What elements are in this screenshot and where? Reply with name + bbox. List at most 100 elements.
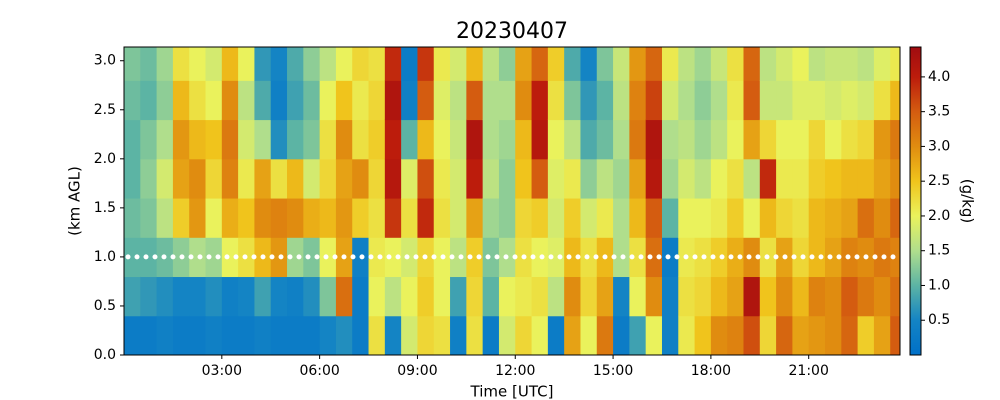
heatmap-cell bbox=[270, 315, 288, 356]
heatmap-cell bbox=[710, 276, 728, 317]
heatmap-cell bbox=[743, 119, 761, 160]
heatmap-cell bbox=[287, 315, 304, 356]
heatmap-cell bbox=[580, 198, 598, 238]
heatmap-cell bbox=[270, 158, 288, 199]
heatmap-cell bbox=[792, 198, 810, 238]
heatmap-cell bbox=[515, 119, 533, 160]
heatmap-cell bbox=[629, 315, 647, 356]
heatmap-cell bbox=[221, 158, 239, 199]
heatmap-cell bbox=[890, 198, 901, 238]
heatmap-cell bbox=[727, 119, 744, 160]
heatmap-cell bbox=[645, 276, 663, 317]
heatmap-cell bbox=[384, 237, 402, 278]
heatmap-cell bbox=[776, 80, 793, 121]
heatmap-cell bbox=[254, 315, 272, 356]
heatmap-cell bbox=[450, 158, 467, 199]
heatmap-cell bbox=[319, 158, 337, 199]
heatmap-cells bbox=[124, 47, 901, 356]
heatmap-cell bbox=[531, 80, 549, 121]
heatmap-cell bbox=[857, 198, 875, 238]
heatmap-cell bbox=[792, 276, 810, 317]
heatmap-cell bbox=[613, 80, 630, 121]
heatmap-cell bbox=[596, 119, 614, 160]
heatmap-cell bbox=[172, 198, 190, 238]
heatmap-cell bbox=[433, 47, 451, 81]
heatmap-cell bbox=[303, 80, 321, 121]
heatmap-cell bbox=[482, 80, 500, 121]
heatmap-cell bbox=[743, 198, 761, 238]
heatmap-cell bbox=[450, 315, 467, 356]
heatmap-cell bbox=[433, 119, 451, 160]
heatmap-cell bbox=[140, 80, 158, 121]
heatmap-cell bbox=[156, 315, 174, 356]
heatmap-cell bbox=[319, 315, 337, 356]
heatmap-cell bbox=[482, 158, 500, 199]
heatmap-cell bbox=[857, 276, 875, 317]
heatmap-cell bbox=[287, 276, 304, 317]
heatmap-cell bbox=[596, 198, 614, 238]
heatmap-cell bbox=[205, 47, 223, 81]
heatmap-cell bbox=[841, 158, 859, 199]
heatmap-cell bbox=[645, 315, 663, 356]
heatmap-cell bbox=[776, 315, 793, 356]
heatmap-cell bbox=[710, 315, 728, 356]
heatmap-cell bbox=[841, 47, 859, 81]
heatmap-cell bbox=[678, 198, 696, 238]
heatmap-cell bbox=[466, 47, 484, 81]
heatmap-cell bbox=[384, 276, 402, 317]
heatmap-cell bbox=[661, 47, 679, 81]
heatmap-cell bbox=[547, 315, 565, 356]
heatmap-cell bbox=[661, 119, 679, 160]
heatmap-cell bbox=[303, 119, 321, 160]
heatmap-cell bbox=[792, 119, 810, 160]
heatmap-cell bbox=[417, 119, 435, 160]
heatmap-cell bbox=[124, 119, 141, 160]
heatmap-cell bbox=[189, 80, 207, 121]
heatmap-cell bbox=[401, 315, 418, 356]
heatmap-cell bbox=[776, 119, 793, 160]
heatmap-cell bbox=[857, 119, 875, 160]
heatmap-cell bbox=[710, 237, 728, 278]
heatmap-cell bbox=[140, 119, 158, 160]
y-tick-label: 0.5 bbox=[94, 298, 116, 314]
heatmap-cell bbox=[433, 158, 451, 199]
heatmap-cell bbox=[482, 198, 500, 238]
heatmap-cell bbox=[857, 158, 875, 199]
heatmap-cell bbox=[189, 315, 207, 356]
heatmap-cell bbox=[368, 80, 386, 121]
heatmap-cell bbox=[727, 198, 744, 238]
heatmap-cell bbox=[433, 276, 451, 317]
heatmap-cell bbox=[759, 198, 777, 238]
heatmap-cell bbox=[221, 237, 239, 278]
heatmap-cell bbox=[384, 47, 402, 81]
heatmap-cell bbox=[596, 315, 614, 356]
heatmap-cell bbox=[678, 158, 696, 199]
heatmap-cell bbox=[890, 158, 901, 199]
x-tick-label: 09:00 bbox=[397, 363, 437, 379]
heatmap-cell bbox=[873, 158, 891, 199]
heatmap-cell bbox=[368, 198, 386, 238]
heatmap-cell bbox=[156, 158, 174, 199]
heatmap-cell bbox=[743, 315, 761, 356]
heatmap-cell bbox=[450, 237, 467, 278]
heatmap-cell bbox=[759, 119, 777, 160]
heatmap-cell bbox=[645, 119, 663, 160]
heatmap-cell bbox=[613, 198, 630, 238]
heatmap-cell bbox=[743, 47, 761, 81]
heatmap-cell bbox=[303, 276, 321, 317]
heatmap-cell bbox=[335, 80, 353, 121]
heatmap-cell bbox=[841, 80, 859, 121]
heatmap-cell bbox=[124, 47, 141, 81]
chart-title: 20230407 bbox=[456, 19, 568, 44]
y-tick-label: 3.0 bbox=[94, 53, 116, 69]
colorbar bbox=[909, 46, 922, 356]
heatmap-cell bbox=[808, 158, 826, 199]
colorbar-tick-label: 4.0 bbox=[928, 69, 950, 85]
heatmap-cell bbox=[450, 80, 467, 121]
heatmap-cell bbox=[629, 158, 647, 199]
heatmap-cell bbox=[368, 237, 386, 278]
heatmap-cell bbox=[433, 315, 451, 356]
heatmap-cell bbox=[124, 237, 141, 278]
heatmap-cell bbox=[140, 158, 158, 199]
heatmap-cell bbox=[238, 80, 255, 121]
